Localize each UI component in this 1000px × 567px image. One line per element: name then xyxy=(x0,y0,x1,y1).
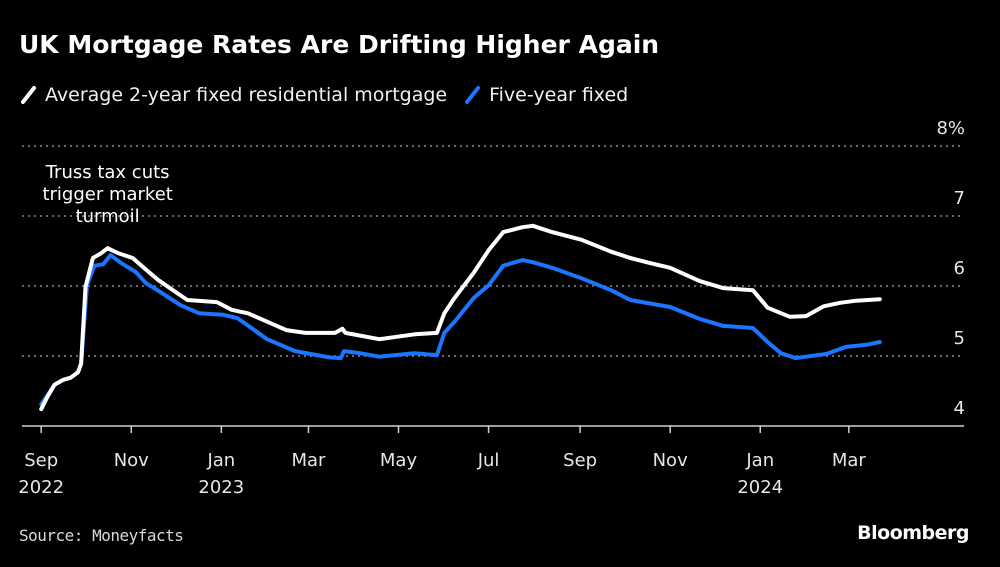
x-tick-label: Sep xyxy=(563,450,597,471)
annotation-line: Truss tax cuts xyxy=(45,162,170,183)
y-tick-label: 5 xyxy=(954,328,965,349)
x-tick-label: May xyxy=(380,450,418,471)
legend-swatch-2-year-icon xyxy=(21,86,36,104)
x-tick-label: Jan xyxy=(206,450,235,471)
x-tick-label: Nov xyxy=(653,450,688,471)
annotations: Truss tax cuts trigger market turmoil xyxy=(42,162,172,227)
x-tick-label: Sep xyxy=(24,450,58,471)
series-lines xyxy=(39,223,882,412)
x-tick-label: Jul xyxy=(477,450,500,471)
y-tick-label: 7 xyxy=(954,188,965,209)
legend-item-2-year: Average 2-year fixed residential mortgag… xyxy=(19,84,447,106)
y-tick-label: 6 xyxy=(954,258,965,279)
annotation-truss-tax-cuts: Truss tax cuts trigger market turmoil xyxy=(42,162,172,227)
x-tick-label: Jan xyxy=(745,450,774,471)
legend-label-5-year: Five-year fixed xyxy=(489,84,629,106)
legend-label-2-year: Average 2-year fixed residential mortgag… xyxy=(45,84,448,106)
source-note: Source: Moneyfacts xyxy=(19,526,184,545)
x-tick-year-label: 2024 xyxy=(737,477,783,498)
legend-item-5-year: Five-year fixed xyxy=(463,84,628,106)
y-axis-ticks: 8% 7 6 5 4 xyxy=(936,118,965,419)
y-tick-label: 8% xyxy=(936,118,965,139)
y-tick-label: 4 xyxy=(954,398,965,419)
annotation-line: turmoil xyxy=(76,206,140,227)
annotation-line: trigger market xyxy=(42,184,172,205)
x-tick-year-label: 2023 xyxy=(198,477,244,498)
chart-title: UK Mortgage Rates Are Drifting Higher Ag… xyxy=(19,30,660,59)
x-tick-year-label: 2022 xyxy=(18,477,64,498)
x-tick-label: Mar xyxy=(832,450,867,471)
gridlines xyxy=(22,145,964,357)
bloomberg-logo: Bloomberg xyxy=(857,522,969,544)
x-tick-label: Mar xyxy=(291,450,326,471)
series-line-2-year-fixed xyxy=(39,223,882,412)
legend-swatch-5-year-icon xyxy=(465,86,481,104)
series-line-5-year-fixed xyxy=(39,253,882,407)
x-tick-label: Nov xyxy=(114,450,149,471)
legend: Average 2-year fixed residential mortgag… xyxy=(19,84,644,106)
x-axis: Sep 2022 Nov Jan 2023 Mar May Jul Sep Nov Jan 2024 M… xyxy=(18,425,964,498)
